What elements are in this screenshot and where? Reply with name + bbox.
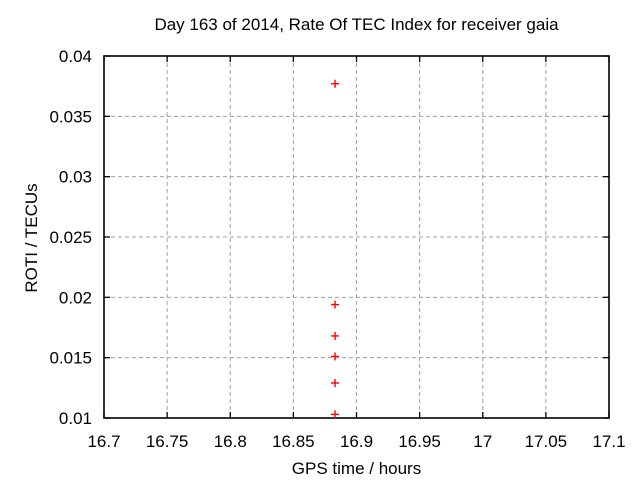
- y-tick-label: 0.02: [59, 288, 92, 307]
- x-tick-label: 16.75: [146, 432, 189, 451]
- y-tick-label: 0.015: [49, 349, 92, 368]
- x-axis-label: GPS time / hours: [291, 459, 422, 478]
- x-tick-label: 17: [473, 432, 492, 451]
- y-tick-label: 0.04: [59, 47, 92, 66]
- x-tick-label: 17.1: [592, 432, 625, 451]
- x-tick-label: 16.95: [398, 432, 441, 451]
- x-tick-label: 16.9: [340, 432, 373, 451]
- x-tick-label: 16.85: [272, 432, 315, 451]
- chart-title: Day 163 of 2014, Rate Of TEC Index for r…: [154, 15, 559, 34]
- x-tick-label: 17.05: [525, 432, 568, 451]
- y-tick-label: 0.03: [59, 168, 92, 187]
- y-tick-label: 0.01: [59, 409, 92, 428]
- x-tick-label: 16.8: [214, 432, 247, 451]
- y-tick-label: 0.035: [49, 107, 92, 126]
- y-tick-label: 0.025: [49, 228, 92, 247]
- x-tick-label: 16.7: [87, 432, 120, 451]
